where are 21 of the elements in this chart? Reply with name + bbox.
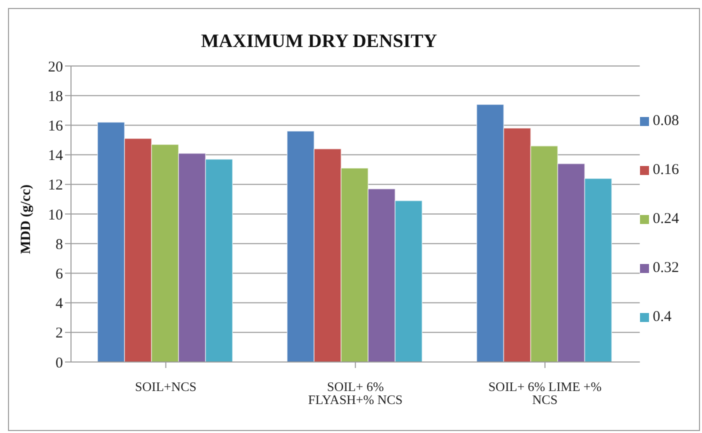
y-tick-label: 0 — [56, 355, 63, 372]
y-tick-label: 14 — [48, 148, 64, 164]
y-tick-label: 6 — [56, 266, 64, 283]
legend-label: 0.16 — [652, 162, 679, 178]
y-tick-label: 20 — [48, 59, 63, 76]
legend-label: 0.4 — [652, 309, 672, 325]
y-axis-title: MDD (g/cc) — [18, 184, 34, 254]
y-tick-label: 16 — [48, 118, 64, 135]
y-tick-label: 12 — [48, 178, 63, 194]
legend-label: 0.24 — [652, 211, 679, 227]
legend-label: 0.32 — [652, 260, 679, 276]
y-tick-label: 18 — [48, 88, 63, 105]
y-tick-label: 2 — [56, 326, 63, 342]
x-tick-label: SOIL+ 6% FLYASH+% NCS — [308, 379, 403, 408]
x-tick-label: SOIL+ 6% LIME +% NCS — [488, 379, 602, 408]
y-tick-label: 8 — [56, 236, 63, 253]
y-tick-label: 4 — [56, 296, 64, 312]
x-tick-label: SOIL+NCS — [135, 379, 197, 394]
y-tick-label: 10 — [48, 207, 63, 224]
chart-title: MAXIMUM DRY DENSITY — [200, 31, 438, 53]
legend-label: 0.08 — [652, 113, 679, 129]
